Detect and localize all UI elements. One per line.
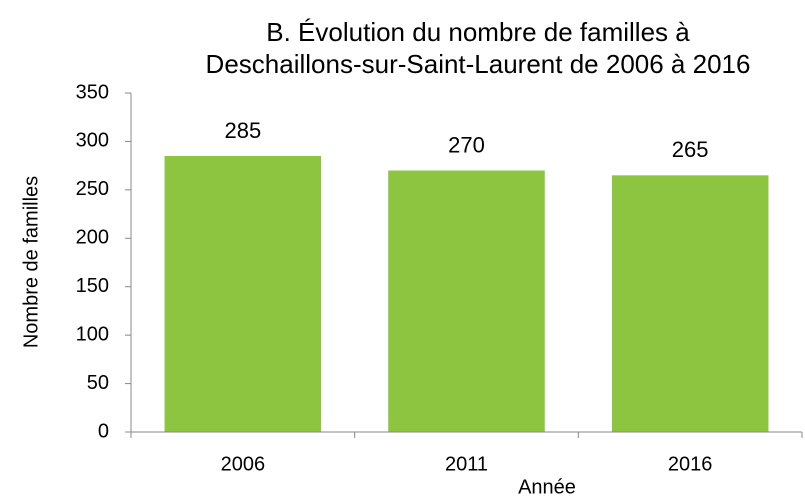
y-tick-label: 250: [76, 178, 109, 200]
chart-title: Deschaillons-sur-Saint-Laurent de 2006 à…: [206, 49, 751, 79]
x-axis-label: Année: [518, 476, 576, 498]
value-label: 270: [448, 132, 485, 157]
y-tick-label: 0: [98, 420, 109, 442]
y-tick-label: 200: [76, 227, 109, 249]
y-tick-label: 350: [76, 81, 109, 103]
value-label: 265: [672, 137, 709, 162]
x-tick-label: 2016: [668, 453, 713, 475]
y-tick-label: 50: [87, 372, 109, 394]
y-axis-label: Nombre de familles: [20, 176, 42, 348]
bar: [611, 175, 769, 433]
y-tick-label: 100: [76, 323, 109, 345]
bar: [164, 155, 322, 432]
bar: [388, 170, 545, 432]
chart-title: B. Évolution du nombre de familles à: [266, 17, 690, 47]
value-label: 285: [224, 118, 261, 143]
x-tick-label: 2006: [221, 453, 266, 475]
y-tick-label: 300: [76, 130, 109, 152]
x-tick-label: 2011: [445, 453, 488, 475]
y-tick-label: 150: [76, 275, 109, 297]
